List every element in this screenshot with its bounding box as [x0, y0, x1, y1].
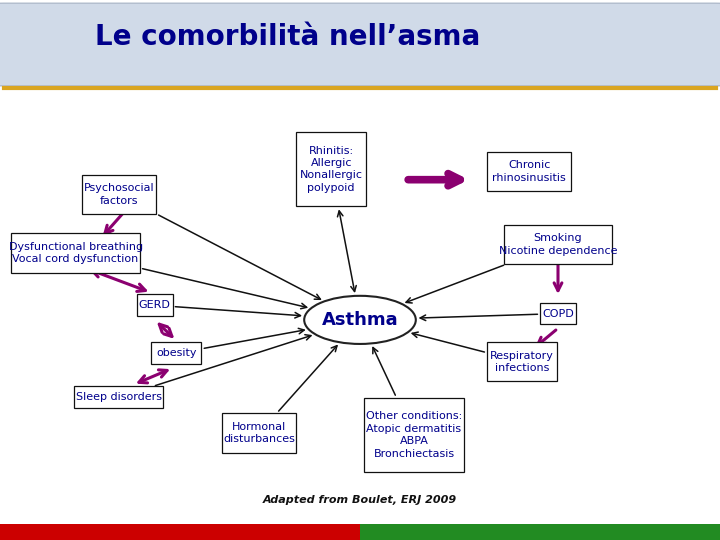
Text: obesity: obesity — [156, 348, 197, 359]
FancyBboxPatch shape — [297, 132, 366, 206]
FancyBboxPatch shape — [222, 413, 297, 453]
FancyBboxPatch shape — [74, 387, 163, 408]
FancyBboxPatch shape — [364, 398, 464, 472]
FancyBboxPatch shape — [487, 342, 557, 381]
FancyBboxPatch shape — [151, 342, 202, 365]
Text: Asthma: Asthma — [322, 311, 398, 329]
Ellipse shape — [304, 296, 416, 344]
FancyBboxPatch shape — [487, 152, 572, 191]
Text: Adapted from Boulet, ERJ 2009: Adapted from Boulet, ERJ 2009 — [263, 495, 457, 505]
Text: Sleep disorders: Sleep disorders — [76, 392, 162, 402]
FancyBboxPatch shape — [0, 3, 720, 86]
FancyBboxPatch shape — [540, 303, 576, 325]
Text: Respiratory
infections: Respiratory infections — [490, 350, 554, 373]
Text: Dysfunctional breathing
Vocal cord dysfunction: Dysfunctional breathing Vocal cord dysfu… — [9, 242, 143, 264]
Text: Rhinitis:
Allergic
Nonallergic
polypoid: Rhinitis: Allergic Nonallergic polypoid — [300, 146, 363, 193]
Text: GERD: GERD — [139, 300, 171, 310]
Text: Smoking
Nicotine dependence: Smoking Nicotine dependence — [499, 233, 617, 256]
FancyBboxPatch shape — [81, 174, 156, 214]
Text: COPD: COPD — [542, 308, 574, 319]
Bar — [360, 524, 720, 540]
Text: Other conditions:
Atopic dermatitis
ABPA
Bronchiectasis: Other conditions: Atopic dermatitis ABPA… — [366, 411, 462, 458]
Text: Psychosocial
factors: Psychosocial factors — [84, 183, 154, 206]
FancyBboxPatch shape — [12, 233, 140, 273]
Text: Le comorbilità nell’asma: Le comorbilità nell’asma — [95, 23, 481, 51]
Text: Chronic
rhinosinusitis: Chronic rhinosinusitis — [492, 160, 566, 183]
Bar — [0, 524, 360, 540]
FancyBboxPatch shape — [137, 294, 173, 316]
FancyBboxPatch shape — [503, 225, 613, 264]
Text: Hormonal
disturbances: Hormonal disturbances — [223, 422, 295, 444]
